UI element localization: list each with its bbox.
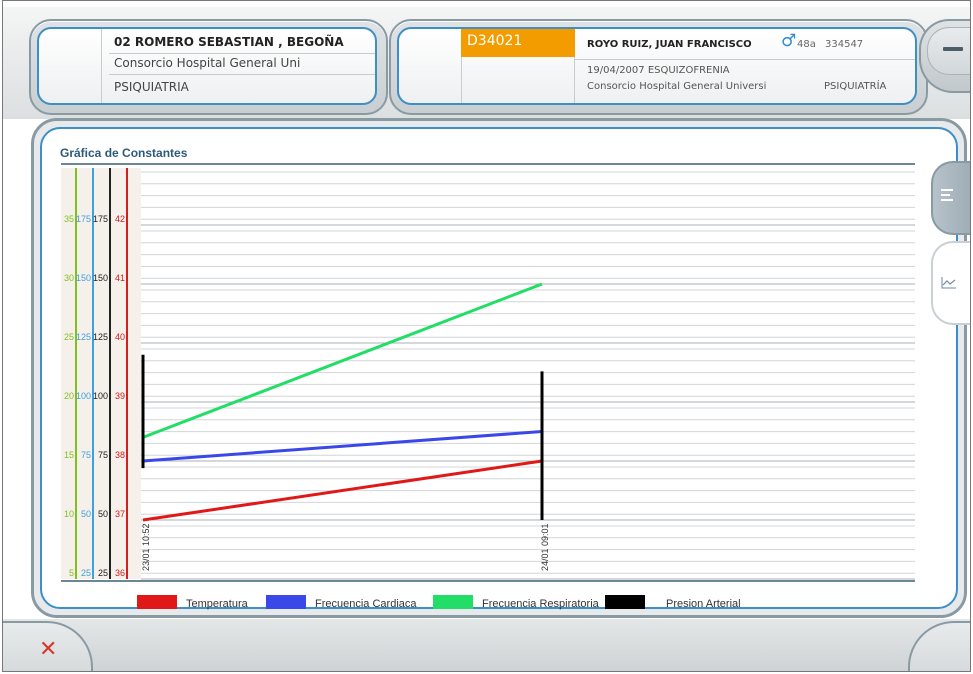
patient-card-inner: 02 ROMERO SEBASTIAN , BEGOÑA Consorcio H… — [37, 27, 377, 105]
patient-card[interactable]: 02 ROMERO SEBASTIAN , BEGOÑA Consorcio H… — [29, 19, 388, 115]
record-id: 334547 — [825, 39, 864, 50]
male-icon: ♂ — [781, 31, 797, 51]
episode-code: D34021 — [467, 33, 523, 49]
close-x-icon: ✕ — [39, 637, 58, 662]
main-panel — [31, 118, 967, 618]
episode-card[interactable]: D34021 ROYO RUIZ, JUAN FRANCISCO ♂ 48a 3… — [389, 19, 928, 115]
patient-hospital-underline — [109, 74, 375, 75]
patient-age: 48a — [797, 39, 816, 50]
episode-card-inner: D34021 ROYO RUIZ, JUAN FRANCISCO ♂ 48a 3… — [397, 27, 917, 105]
episode-card-divider — [461, 29, 462, 103]
minus-icon — [943, 47, 963, 51]
patient-hospital: Consorcio Hospital General Uni — [114, 56, 301, 70]
patient-department: PSIQUIATRIA — [114, 80, 189, 94]
patient-name: 02 ROMERO SEBASTIAN , BEGOÑA — [114, 35, 344, 49]
list-icon-line — [941, 189, 953, 191]
episode-code-badge: D34021 — [461, 29, 575, 57]
episode-code-box — [461, 57, 575, 103]
date-diagnosis: 19/04/2007 ESQUIZOFRENIA — [587, 65, 730, 76]
list-icon — [941, 189, 953, 201]
line-chart-icon — [941, 277, 956, 289]
header-bar: 02 ROMERO SEBASTIAN , BEGOÑA Consorcio H… — [3, 7, 970, 119]
footer-bar: ✕ — [3, 619, 970, 671]
main-panel-inner — [40, 127, 958, 609]
footer-right-ornament — [908, 621, 970, 671]
list-icon-line — [941, 199, 953, 201]
list-icon-line — [941, 194, 950, 196]
minimize-button[interactable] — [919, 19, 970, 93]
list-view-tab[interactable] — [931, 161, 970, 235]
doctor-underline — [575, 59, 915, 60]
episode-hospital: Consorcio Hospital General Universi — [587, 81, 767, 92]
minimize-inner — [927, 27, 970, 75]
patient-card-divider — [101, 29, 102, 103]
close-button[interactable]: ✕ — [3, 621, 93, 671]
episode-department: PSIQUIATRÍA — [824, 81, 887, 92]
patient-name-underline — [109, 53, 375, 54]
doctor-name: ROYO RUIZ, JUAN FRANCISCO — [587, 39, 752, 50]
chart-view-tab[interactable] — [931, 241, 970, 325]
